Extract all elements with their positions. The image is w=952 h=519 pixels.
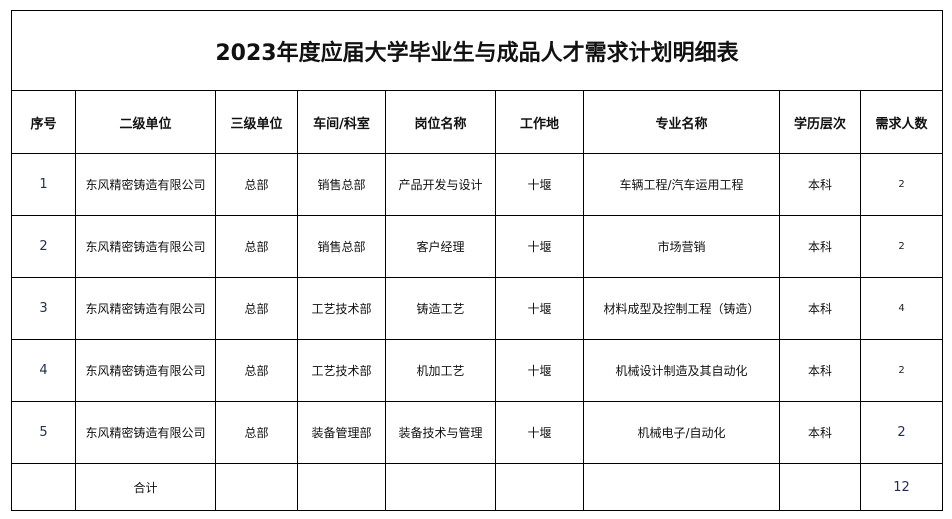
table-cell: 东风精密铸造有限公司	[75, 153, 216, 216]
table-row: 2 东风精密铸造有限公司 总部 销售总部 客户经理 十堰 市场营销 本科 2	[11, 215, 943, 278]
table-cell: 2	[860, 215, 943, 278]
table-cell: 销售总部	[297, 215, 386, 278]
column-header: 工作地	[495, 90, 584, 154]
table-cell: 装备管理部	[297, 401, 386, 464]
table-cell: 车辆工程/汽车运用工程	[583, 153, 780, 216]
table-cell: 机械电子/自动化	[583, 401, 780, 464]
table-row: 1 东风精密铸造有限公司 总部 销售总部 产品开发与设计 十堰 车辆工程/汽车运用工程 本科 2	[11, 153, 943, 216]
table-cell: 4	[11, 339, 76, 402]
table-cell: 总部	[215, 339, 298, 402]
column-header: 序号	[11, 90, 76, 154]
table-cell: 东风精密铸造有限公司	[75, 401, 216, 464]
column-header: 车间/科室	[297, 90, 386, 154]
table-cell: 东风精密铸造有限公司	[75, 277, 216, 340]
table-cell: 总部	[215, 401, 298, 464]
table-row: 3 东风精密铸造有限公司 总部 工艺技术部 铸造工艺 十堰 材料成型及控制工程（铸造） 本科 4	[11, 277, 943, 340]
total-value: 12	[860, 463, 943, 511]
table-cell: 本科	[779, 153, 861, 216]
table-cell: 总部	[215, 277, 298, 340]
table-cell: 本科	[779, 277, 861, 340]
table-cell: 总部	[215, 153, 298, 216]
table-cell: 2	[860, 339, 943, 402]
page-title: 2023年度应届大学毕业生与成品人才需求计划明细表	[11, 10, 943, 91]
column-header: 需求人数	[860, 90, 943, 154]
table-row: 5 东风精密铸造有限公司 总部 装备管理部 装备技术与管理 十堰 机械电子/自动化 本科 2	[11, 401, 943, 464]
table-cell: 本科	[779, 401, 861, 464]
column-header: 学历层次	[779, 90, 861, 154]
table-cell: 机械设计制造及其自动化	[583, 339, 780, 402]
table-cell: 客户经理	[385, 215, 496, 278]
table-cell: 材料成型及控制工程（铸造）	[583, 277, 780, 340]
table-cell: 5	[11, 401, 76, 464]
table-cell: 市场营销	[583, 215, 780, 278]
table-cell: 3	[11, 277, 76, 340]
table-cell: 铸造工艺	[385, 277, 496, 340]
table-cell: 工艺技术部	[297, 277, 386, 340]
table-cell: 本科	[779, 339, 861, 402]
total-label: 合计	[75, 463, 216, 511]
table-cell: 1	[11, 153, 76, 216]
table-cell: 装备技术与管理	[385, 401, 496, 464]
table-cell: 总部	[215, 215, 298, 278]
table-cell: 十堰	[495, 401, 584, 464]
table-cell: 十堰	[495, 339, 584, 402]
table-cell: 十堰	[495, 277, 584, 340]
total-empty	[11, 463, 76, 511]
table-cell: 十堰	[495, 153, 584, 216]
table-cell: 工艺技术部	[297, 339, 386, 402]
table-cell: 机加工艺	[385, 339, 496, 402]
table-cell: 2	[11, 215, 76, 278]
table-cell: 2	[860, 153, 943, 216]
plan-table: 2023年度应届大学毕业生与成品人才需求计划明细表 序号 二级单位 三级单位 车间/科…	[11, 10, 943, 511]
table-cell: 产品开发与设计	[385, 153, 496, 216]
table-row: 4 东风精密铸造有限公司 总部 工艺技术部 机加工艺 十堰 机械设计制造及其自动化 本科 2	[11, 339, 943, 402]
table-cell: 东风精密铸造有限公司	[75, 339, 216, 402]
table-cell: 2	[860, 401, 943, 464]
column-header: 三级单位	[215, 90, 298, 154]
table-cell: 4	[860, 277, 943, 340]
table-cell: 十堰	[495, 215, 584, 278]
table-cell: 销售总部	[297, 153, 386, 216]
table-cell: 东风精密铸造有限公司	[75, 215, 216, 278]
column-header: 岗位名称	[385, 90, 496, 154]
column-header: 专业名称	[583, 90, 780, 154]
table-cell: 本科	[779, 215, 861, 278]
column-header: 二级单位	[75, 90, 216, 154]
